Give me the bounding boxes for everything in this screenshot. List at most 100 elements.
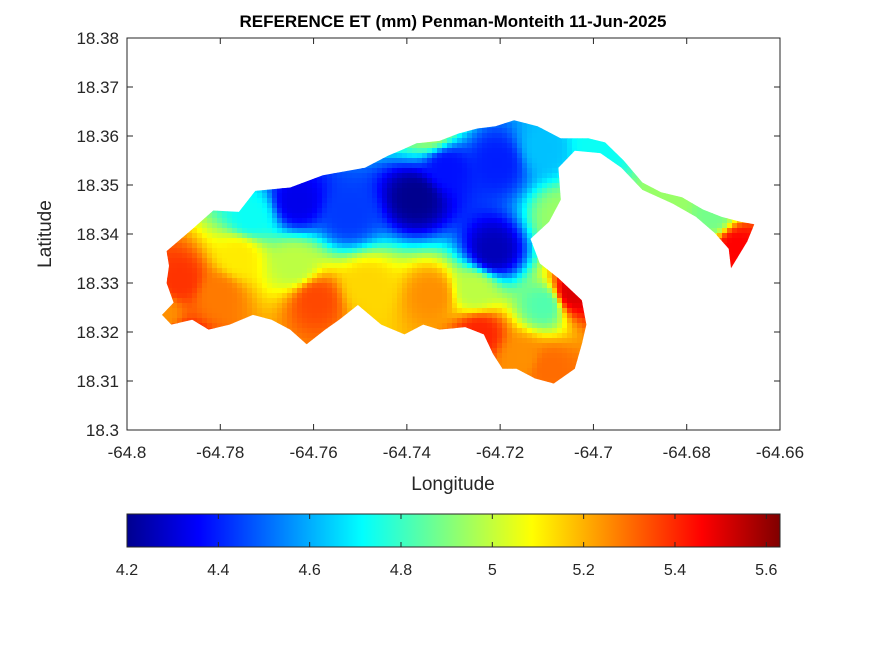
et-cell	[462, 178, 468, 184]
et-cell	[562, 138, 568, 144]
et-cell	[547, 138, 553, 144]
et-cell	[362, 183, 368, 189]
et-cell	[467, 183, 473, 189]
et-cell	[512, 223, 518, 229]
et-cell	[492, 158, 498, 164]
et-cell	[502, 143, 508, 149]
et-cell	[507, 163, 513, 169]
et-cell	[357, 198, 363, 204]
et-cell	[447, 153, 453, 159]
et-cell	[512, 163, 518, 169]
et-cell	[342, 198, 348, 204]
et-cell	[542, 178, 548, 184]
et-cell	[462, 218, 468, 224]
et-cell	[697, 208, 703, 214]
et-cell	[497, 178, 503, 184]
et-cell	[287, 213, 293, 219]
et-cell	[677, 198, 683, 204]
et-cell	[507, 213, 513, 219]
et-cell	[537, 173, 543, 179]
et-cell	[512, 178, 518, 184]
et-cell	[702, 213, 708, 219]
et-cell	[487, 223, 493, 229]
et-cell	[337, 213, 343, 219]
et-cell	[422, 193, 428, 199]
et-cell	[257, 198, 263, 204]
et-cell	[357, 203, 363, 209]
et-cell	[502, 203, 508, 209]
et-cell	[397, 193, 403, 199]
et-cell	[497, 153, 503, 159]
et-cell	[302, 213, 308, 219]
et-cell	[507, 203, 513, 209]
et-cell	[542, 188, 548, 194]
et-cell	[447, 198, 453, 204]
et-cell	[307, 218, 313, 224]
et-cell	[347, 198, 353, 204]
et-cell	[377, 203, 383, 209]
et-cell	[527, 178, 533, 184]
et-cell	[507, 198, 513, 204]
et-cell	[512, 153, 518, 159]
et-cell	[257, 218, 263, 224]
et-cell	[522, 158, 528, 164]
et-cell	[542, 163, 548, 169]
et-cell	[472, 128, 478, 134]
et-cell	[292, 198, 298, 204]
et-cell	[367, 193, 373, 199]
et-cell	[492, 128, 498, 134]
et-cell	[497, 123, 503, 129]
et-cell	[587, 138, 593, 144]
et-cell	[372, 173, 378, 179]
et-cell	[482, 203, 488, 209]
et-cell	[712, 218, 718, 224]
et-cell	[297, 223, 303, 229]
et-cell	[242, 223, 248, 229]
et-cell	[382, 173, 388, 179]
et-cell	[482, 133, 488, 139]
et-cell	[552, 203, 558, 209]
et-cell	[532, 198, 538, 204]
et-cell	[467, 148, 473, 154]
et-cell	[537, 203, 543, 209]
et-cell	[537, 163, 543, 169]
et-cell	[457, 148, 463, 154]
et-cell	[317, 193, 323, 199]
et-cell	[457, 178, 463, 184]
et-cell	[552, 153, 558, 159]
et-cell	[722, 223, 728, 229]
et-cell	[532, 153, 538, 159]
et-cell	[502, 213, 508, 219]
et-cell	[287, 193, 293, 199]
et-cell	[417, 188, 423, 194]
et-cell	[612, 158, 618, 164]
et-cell	[277, 213, 283, 219]
et-cell	[317, 178, 323, 184]
et-cell	[397, 203, 403, 209]
et-cell	[557, 138, 563, 144]
et-cell	[302, 188, 308, 194]
et-cell	[547, 168, 553, 174]
et-cell	[452, 163, 458, 169]
et-cell	[407, 223, 413, 229]
et-cell	[357, 188, 363, 194]
et-cell	[577, 138, 583, 144]
et-cell	[447, 168, 453, 174]
et-cell	[522, 213, 528, 219]
et-cell	[237, 218, 243, 224]
et-cell	[257, 208, 263, 214]
et-cell	[522, 193, 528, 199]
et-cell	[392, 198, 398, 204]
et-cell	[467, 153, 473, 159]
et-cell	[462, 223, 468, 229]
et-cell	[432, 173, 438, 179]
et-cell	[382, 183, 388, 189]
et-cell	[402, 203, 408, 209]
et-cell	[322, 188, 328, 194]
et-cell	[377, 168, 383, 174]
et-cell	[232, 223, 238, 229]
et-cell	[422, 218, 428, 224]
et-cell	[297, 198, 303, 204]
et-cell	[367, 213, 373, 219]
et-cell	[352, 193, 358, 199]
